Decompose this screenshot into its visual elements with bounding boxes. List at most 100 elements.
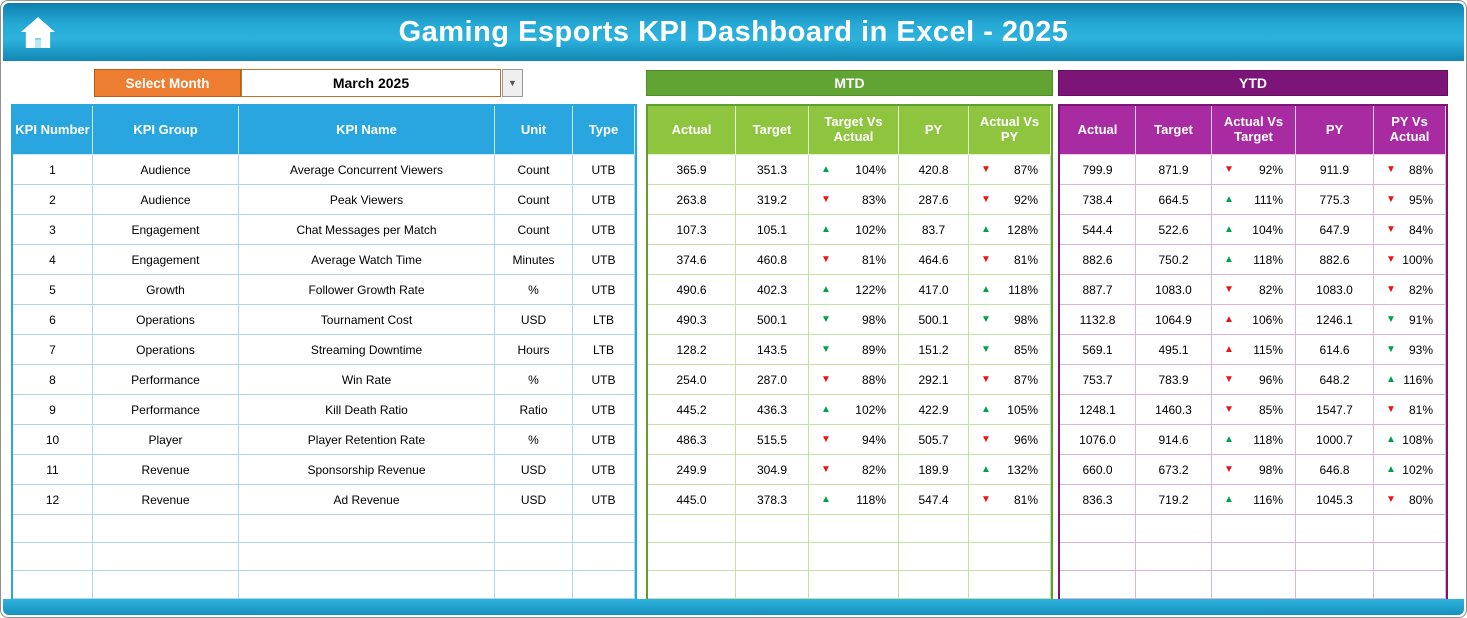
ytd-target-cell[interactable]: 495.1 xyxy=(1136,335,1212,365)
empty-cell[interactable] xyxy=(1136,515,1212,543)
empty-cell[interactable] xyxy=(648,515,736,543)
mtd-target-vs-actual-cell[interactable]: ▼ 88% xyxy=(809,365,899,395)
unit-cell[interactable]: Minutes xyxy=(495,245,573,275)
empty-cell[interactable] xyxy=(1060,571,1136,599)
empty-cell[interactable] xyxy=(809,543,899,571)
empty-cell[interactable] xyxy=(13,571,93,599)
empty-cell[interactable] xyxy=(573,543,635,571)
kpi-group-cell[interactable]: Revenue xyxy=(93,485,239,515)
mtd-target-vs-actual-cell[interactable]: ▲ 104% xyxy=(809,155,899,185)
ytd-actual-cell[interactable]: 544.4 xyxy=(1060,215,1136,245)
mtd-actual-cell[interactable]: 445.0 xyxy=(648,485,736,515)
ytd-py-cell[interactable]: 911.9 xyxy=(1296,155,1374,185)
mtd-py-cell[interactable]: 417.0 xyxy=(899,275,969,305)
kpi-name-cell[interactable]: Kill Death Ratio xyxy=(239,395,495,425)
mtd-actual-vs-py-cell[interactable]: ▼ 85% xyxy=(969,335,1051,365)
empty-cell[interactable] xyxy=(1136,543,1212,571)
ytd-actual-cell[interactable]: 660.0 xyxy=(1060,455,1136,485)
kpi-number-cell[interactable]: 8 xyxy=(13,365,93,395)
mtd-py-cell[interactable]: 151.2 xyxy=(899,335,969,365)
mtd-actual-vs-py-cell[interactable]: ▼ 81% xyxy=(969,485,1051,515)
type-cell[interactable]: UTB xyxy=(573,455,635,485)
unit-cell[interactable]: Ratio xyxy=(495,395,573,425)
kpi-group-cell[interactable]: Engagement xyxy=(93,245,239,275)
empty-cell[interactable] xyxy=(1374,515,1446,543)
mtd-target-cell[interactable]: 460.8 xyxy=(736,245,809,275)
kpi-number-cell[interactable]: 6 xyxy=(13,305,93,335)
kpi-name-cell[interactable]: Tournament Cost xyxy=(239,305,495,335)
type-cell[interactable]: UTB xyxy=(573,395,635,425)
unit-cell[interactable]: USD xyxy=(495,305,573,335)
mtd-target-vs-actual-cell[interactable]: ▼ 98% xyxy=(809,305,899,335)
kpi-number-cell[interactable]: 9 xyxy=(13,395,93,425)
mtd-actual-vs-py-cell[interactable]: ▼ 98% xyxy=(969,305,1051,335)
empty-cell[interactable] xyxy=(899,543,969,571)
mtd-actual-cell[interactable]: 490.6 xyxy=(648,275,736,305)
kpi-name-cell[interactable]: Win Rate xyxy=(239,365,495,395)
kpi-number-cell[interactable]: 10 xyxy=(13,425,93,455)
mtd-target-vs-actual-cell[interactable]: ▼ 83% xyxy=(809,185,899,215)
ytd-actual-vs-target-cell[interactable]: ▼ 85% xyxy=(1212,395,1296,425)
mtd-actual-cell[interactable]: 490.3 xyxy=(648,305,736,335)
mtd-py-cell[interactable]: 420.8 xyxy=(899,155,969,185)
unit-cell[interactable]: Count xyxy=(495,185,573,215)
ytd-target-cell[interactable]: 664.5 xyxy=(1136,185,1212,215)
ytd-actual-cell[interactable]: 887.7 xyxy=(1060,275,1136,305)
kpi-group-cell[interactable]: Revenue xyxy=(93,455,239,485)
mtd-target-cell[interactable]: 436.3 xyxy=(736,395,809,425)
ytd-py-vs-actual-cell[interactable]: ▲ 116% xyxy=(1374,365,1446,395)
ytd-target-cell[interactable]: 914.6 xyxy=(1136,425,1212,455)
ytd-py-cell[interactable]: 646.8 xyxy=(1296,455,1374,485)
kpi-number-cell[interactable]: 11 xyxy=(13,455,93,485)
ytd-py-vs-actual-cell[interactable]: ▼ 93% xyxy=(1374,335,1446,365)
empty-cell[interactable] xyxy=(1212,571,1296,599)
unit-cell[interactable]: USD xyxy=(495,485,573,515)
ytd-target-cell[interactable]: 871.9 xyxy=(1136,155,1212,185)
mtd-py-cell[interactable]: 189.9 xyxy=(899,455,969,485)
ytd-py-cell[interactable]: 1547.7 xyxy=(1296,395,1374,425)
mtd-py-cell[interactable]: 547.4 xyxy=(899,485,969,515)
ytd-target-cell[interactable]: 1083.0 xyxy=(1136,275,1212,305)
kpi-number-cell[interactable]: 1 xyxy=(13,155,93,185)
mtd-target-vs-actual-cell[interactable]: ▲ 122% xyxy=(809,275,899,305)
unit-cell[interactable]: Count xyxy=(495,215,573,245)
ytd-py-cell[interactable]: 614.6 xyxy=(1296,335,1374,365)
mtd-py-cell[interactable]: 464.6 xyxy=(899,245,969,275)
ytd-actual-vs-target-cell[interactable]: ▲ 115% xyxy=(1212,335,1296,365)
unit-cell[interactable]: Count xyxy=(495,155,573,185)
empty-cell[interactable] xyxy=(736,543,809,571)
ytd-actual-cell[interactable]: 753.7 xyxy=(1060,365,1136,395)
ytd-actual-cell[interactable]: 1076.0 xyxy=(1060,425,1136,455)
ytd-actual-cell[interactable]: 799.9 xyxy=(1060,155,1136,185)
kpi-name-cell[interactable]: Average Concurrent Viewers xyxy=(239,155,495,185)
mtd-target-vs-actual-cell[interactable]: ▼ 89% xyxy=(809,335,899,365)
ytd-actual-vs-target-cell[interactable]: ▼ 98% xyxy=(1212,455,1296,485)
ytd-py-vs-actual-cell[interactable]: ▼ 100% xyxy=(1374,245,1446,275)
mtd-actual-cell[interactable]: 128.2 xyxy=(648,335,736,365)
empty-cell[interactable] xyxy=(969,515,1051,543)
mtd-py-cell[interactable]: 83.7 xyxy=(899,215,969,245)
empty-cell[interactable] xyxy=(1136,571,1212,599)
ytd-py-cell[interactable]: 647.9 xyxy=(1296,215,1374,245)
kpi-group-cell[interactable]: Audience xyxy=(93,185,239,215)
ytd-actual-vs-target-cell[interactable]: ▲ 118% xyxy=(1212,425,1296,455)
mtd-actual-cell[interactable]: 254.0 xyxy=(648,365,736,395)
empty-cell[interactable] xyxy=(969,543,1051,571)
mtd-actual-vs-py-cell[interactable]: ▼ 96% xyxy=(969,425,1051,455)
kpi-group-cell[interactable]: Player xyxy=(93,425,239,455)
empty-cell[interactable] xyxy=(573,515,635,543)
empty-cell[interactable] xyxy=(13,515,93,543)
mtd-actual-vs-py-cell[interactable]: ▼ 87% xyxy=(969,365,1051,395)
mtd-actual-cell[interactable]: 249.9 xyxy=(648,455,736,485)
mtd-actual-vs-py-cell[interactable]: ▼ 87% xyxy=(969,155,1051,185)
kpi-number-cell[interactable]: 2 xyxy=(13,185,93,215)
type-cell[interactable]: UTB xyxy=(573,185,635,215)
kpi-name-cell[interactable]: Player Retention Rate xyxy=(239,425,495,455)
ytd-py-vs-actual-cell[interactable]: ▼ 81% xyxy=(1374,395,1446,425)
ytd-py-vs-actual-cell[interactable]: ▼ 88% xyxy=(1374,155,1446,185)
empty-cell[interactable] xyxy=(736,571,809,599)
mtd-actual-vs-py-cell[interactable]: ▲ 105% xyxy=(969,395,1051,425)
kpi-group-cell[interactable]: Operations xyxy=(93,335,239,365)
empty-cell[interactable] xyxy=(969,571,1051,599)
mtd-target-vs-actual-cell[interactable]: ▲ 102% xyxy=(809,215,899,245)
